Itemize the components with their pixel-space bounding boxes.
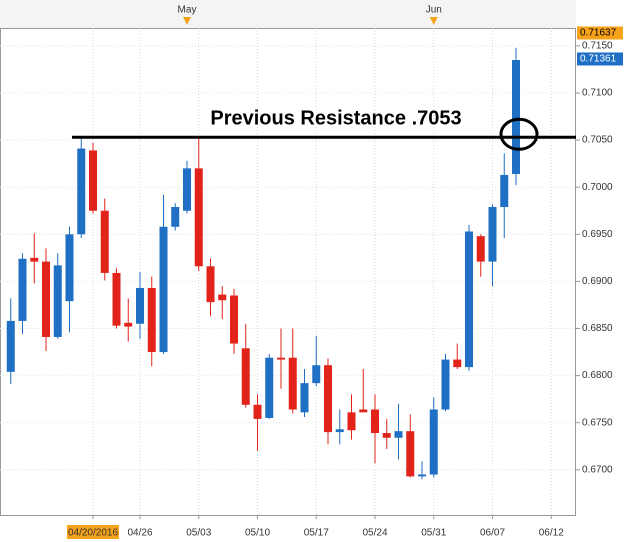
candle-body: [218, 294, 227, 301]
x-tick-label: 05/24: [362, 528, 387, 539]
candle-body: [394, 431, 403, 438]
candle-body: [100, 210, 109, 273]
y-tick-label: 0.6800: [582, 370, 613, 381]
y-tick-label: 0.7150: [582, 41, 613, 52]
candle-body: [371, 409, 379, 434]
x-tick-label: 06/12: [539, 528, 564, 539]
candle-body: [18, 258, 27, 321]
candle-body: [147, 287, 156, 353]
candle-body: [453, 359, 462, 368]
candle-body: [65, 234, 74, 302]
candle-body: [159, 226, 168, 353]
price-marker: [577, 26, 623, 40]
candle-body: [112, 272, 121, 326]
month-label: Jun: [426, 5, 442, 16]
y-tick-label: 0.7050: [582, 135, 613, 146]
y-tick-label: 0.6900: [582, 276, 613, 287]
candle-body: [230, 295, 238, 344]
y-tick-label: 0.6750: [582, 417, 613, 428]
candle-body: [253, 404, 262, 419]
candle-body: [359, 409, 368, 413]
x-tick-label: 06/07: [480, 528, 505, 539]
y-tick-label: 0.7100: [582, 88, 613, 99]
price-marker-label: 0.71361: [580, 54, 617, 65]
month-label: May: [178, 5, 197, 16]
candle-body: [441, 359, 450, 410]
candle-body: [194, 168, 203, 267]
y-tick-label: 0.6850: [582, 323, 613, 334]
candle-body: [77, 148, 86, 235]
candle-body: [465, 231, 473, 368]
candle-body: [488, 206, 497, 262]
candle-body: [53, 265, 62, 337]
y-tick-label: 0.6700: [582, 464, 613, 475]
x-tick-label: 05/03: [186, 528, 211, 539]
x-tick-label: 05/17: [304, 528, 329, 539]
month-marker: [183, 17, 191, 25]
month-marker: [429, 17, 438, 25]
candle-body: [171, 206, 180, 227]
candle-body: [324, 365, 332, 433]
candle-body: [6, 320, 15, 372]
candle-body: [429, 409, 438, 475]
y-tick-label: 0.6950: [582, 229, 613, 240]
candle-body: [382, 433, 391, 438]
candle-body: [241, 348, 250, 405]
candle-body: [42, 261, 50, 337]
x-tick-label: 04/20/2016: [68, 528, 118, 539]
candle-body: [300, 383, 309, 413]
candle-body: [406, 431, 415, 477]
candle-body: [136, 287, 144, 324]
date-highlight: [67, 525, 119, 539]
candle-body: [476, 236, 485, 262]
x-tick-label: 05/10: [245, 528, 270, 539]
candle-body: [418, 474, 426, 477]
candle-body: [206, 266, 215, 303]
candle-body: [312, 365, 321, 384]
candle-body: [89, 150, 97, 211]
candle-body: [30, 257, 39, 262]
candle-body: [335, 429, 344, 433]
x-tick-label: 05/31: [421, 528, 446, 539]
x-tick-label: 04/26: [127, 528, 152, 539]
candle-body: [288, 357, 297, 410]
plot-frame: [0, 28, 576, 516]
candle-body: [183, 168, 191, 211]
price-marker-label: 0.71637: [580, 28, 617, 39]
y-tick-label: 0.7000: [582, 182, 613, 193]
candle-body: [500, 174, 509, 207]
annotation-text: Previous Resistance .7053: [210, 108, 461, 130]
highlight-circle: [499, 117, 539, 151]
price-marker: [577, 52, 623, 66]
candle-body: [265, 357, 274, 418]
candle-body: [347, 412, 356, 431]
month-strip: [0, 0, 576, 28]
candle-body: [277, 357, 285, 360]
candle-body: [512, 60, 520, 175]
candle-body: [124, 322, 133, 327]
